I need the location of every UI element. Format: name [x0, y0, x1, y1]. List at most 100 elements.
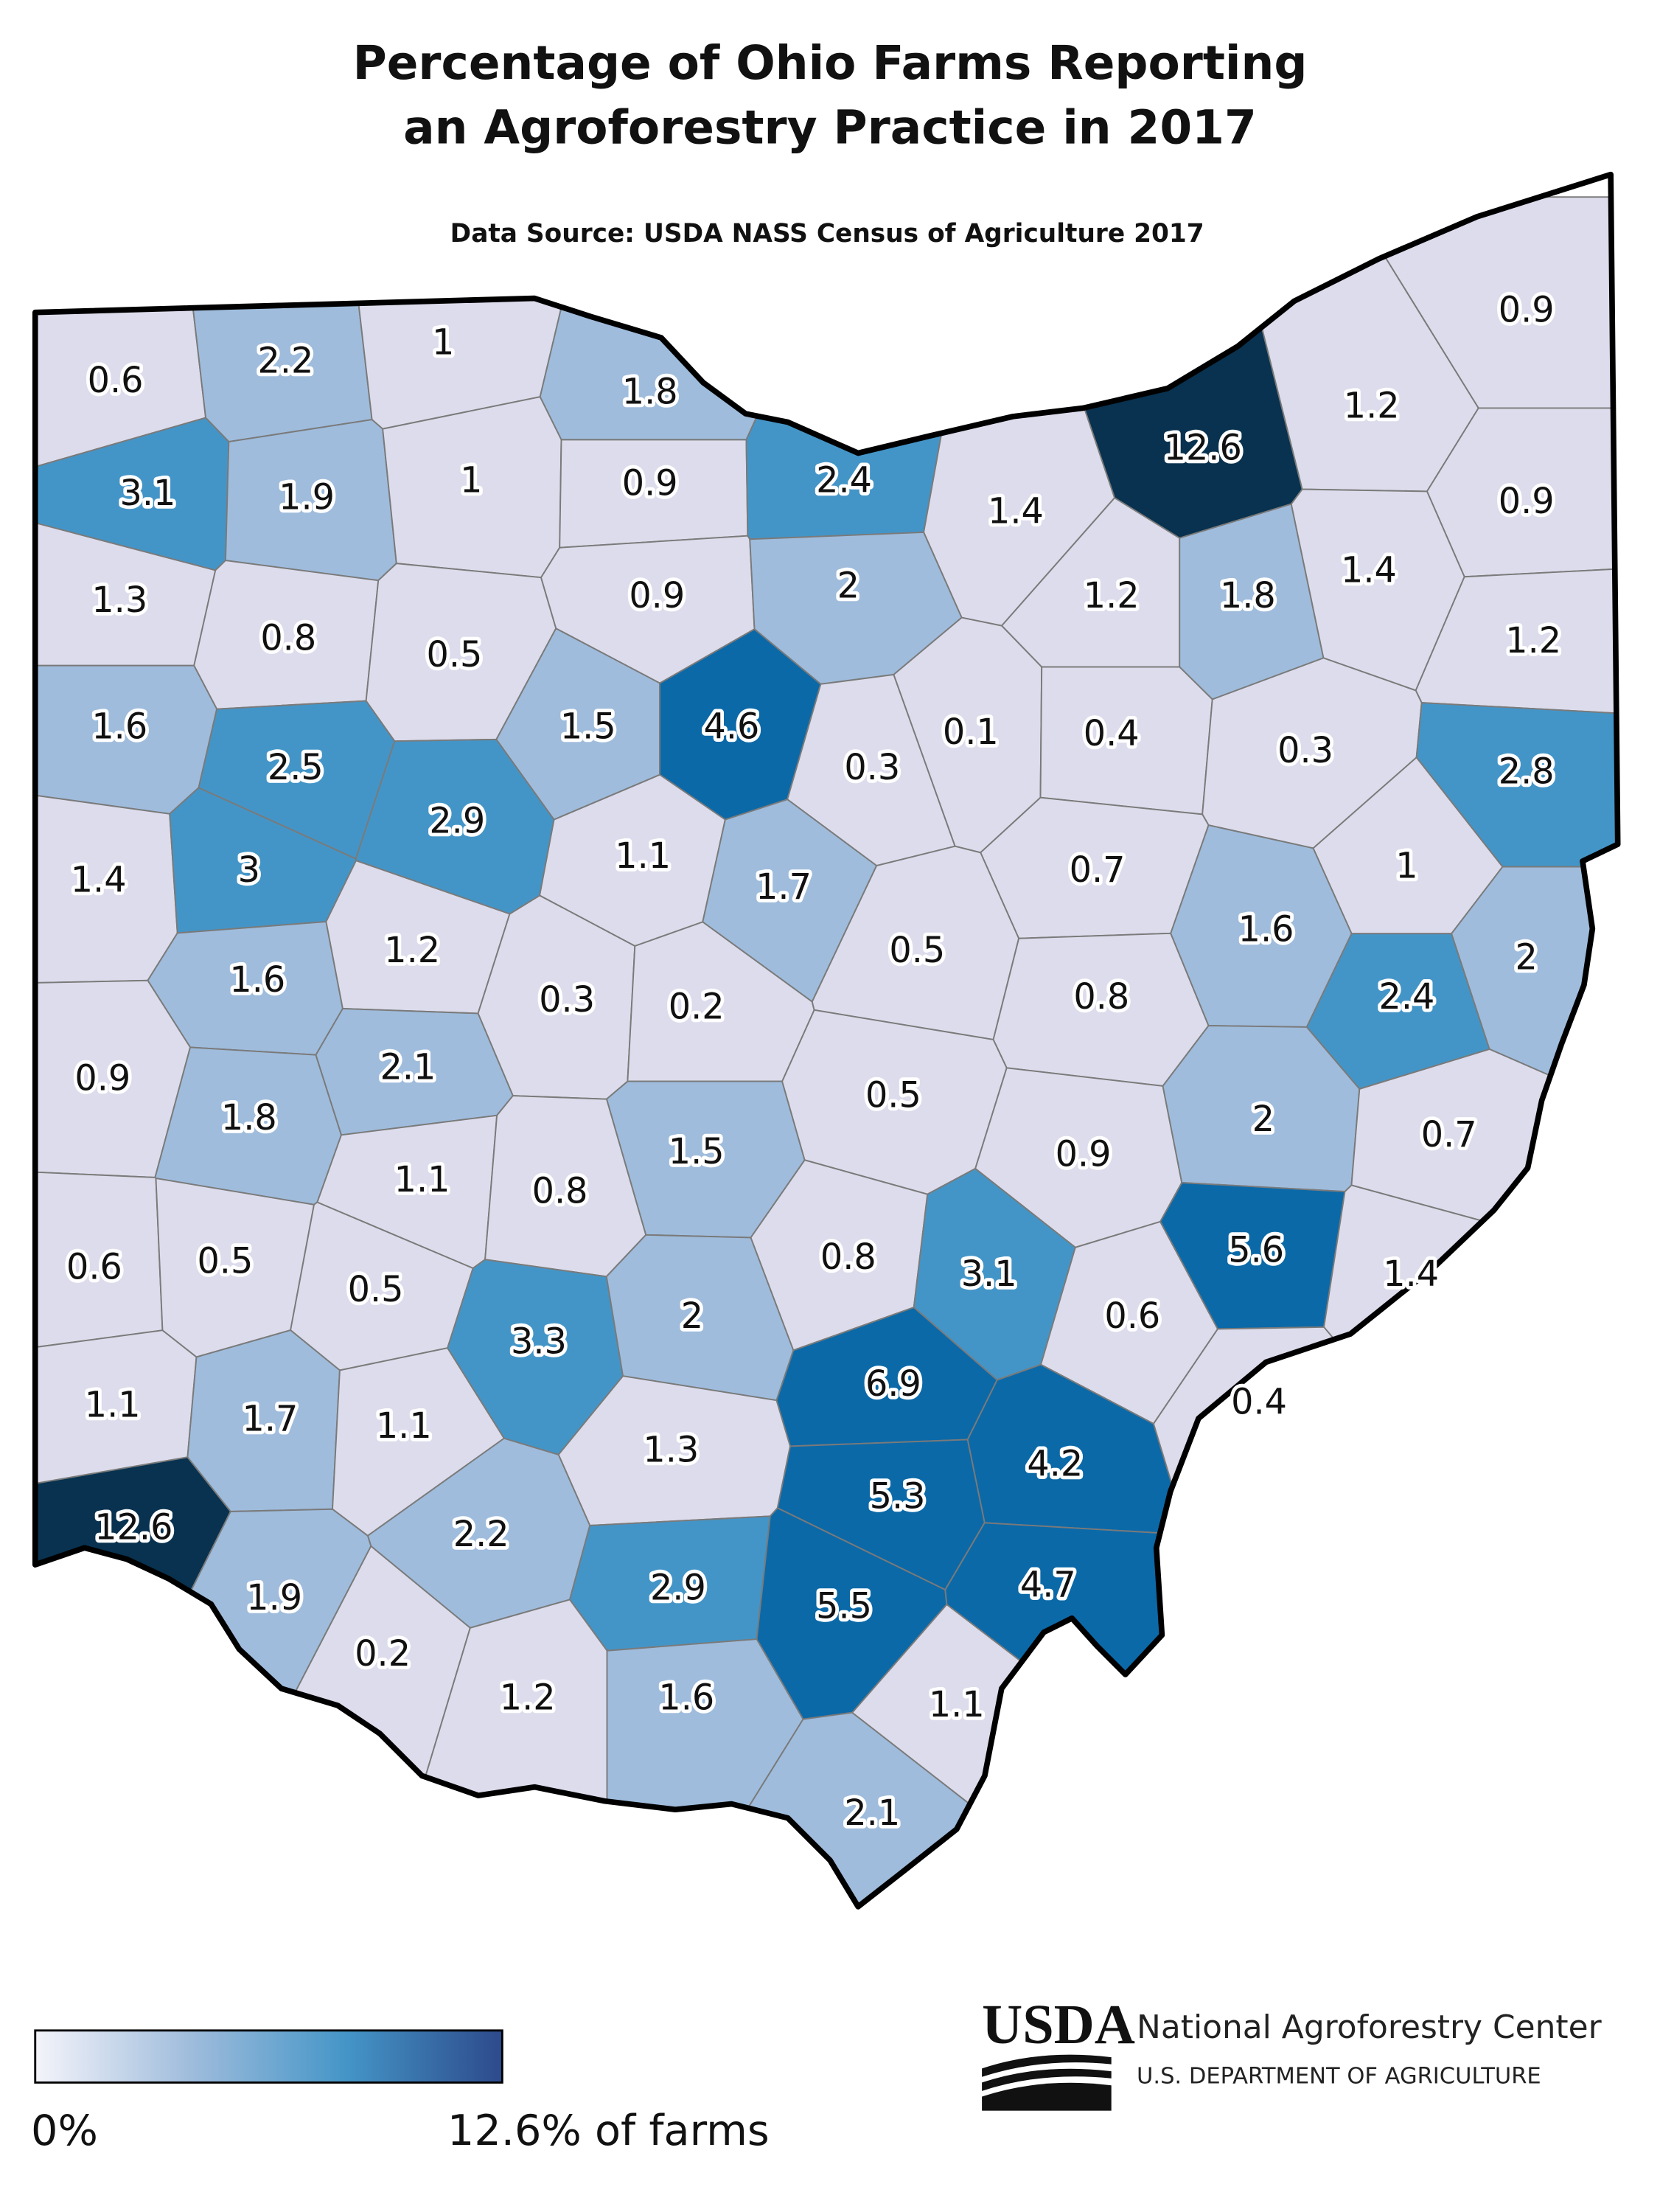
county-value-label: 1.3 — [91, 580, 147, 621]
county-value-label: 12.6 — [1164, 428, 1242, 469]
county-value-label: 3.1 — [120, 473, 176, 514]
county-value-label: 0.5 — [197, 1242, 253, 1282]
county-value-label: 1.4 — [1341, 551, 1397, 591]
county-value-label: 0.7 — [1421, 1115, 1477, 1155]
subtitle: Data Source: USDA NASS Census of Agricul… — [450, 219, 1204, 248]
county-value-label: 2.9 — [650, 1568, 706, 1608]
county-value-label: 2.1 — [844, 1793, 900, 1834]
county-value-label: 0.5 — [865, 1076, 921, 1116]
logo-swoosh — [982, 2054, 1112, 2077]
county-value-label: 1.2 — [384, 931, 440, 971]
county-value-label: 0.3 — [539, 980, 595, 1020]
department-name: U.S. DEPARTMENT OF AGRICULTURE — [1137, 2063, 1541, 2089]
legend-min-label: 0% — [31, 2106, 98, 2155]
county-value-label: 1.6 — [91, 707, 147, 748]
county-value-label: 0.8 — [820, 1237, 876, 1278]
county-value-label: 1.4 — [1383, 1254, 1439, 1295]
county-value-label: 1.1 — [376, 1406, 432, 1447]
county-value-label: 1.9 — [279, 477, 335, 518]
county-value-label: 0.9 — [622, 463, 678, 504]
logo-swoosh — [982, 2082, 1112, 2111]
county-value-label: 1.8 — [221, 1098, 277, 1138]
county-value-label: 2.4 — [816, 461, 872, 501]
center-name: National Agroforestry Center — [1137, 2008, 1603, 2046]
title-line-2: an Agroforestry Practice in 2017 — [403, 101, 1257, 155]
county-value-label: 0.9 — [1056, 1135, 1112, 1175]
county-value-label: 2 — [681, 1296, 703, 1337]
county-value-label: 0.3 — [1277, 731, 1333, 771]
county-value-label: 1.1 — [615, 836, 671, 877]
county-value-label: 0.2 — [669, 987, 725, 1027]
county-value-label: 1 — [1395, 846, 1417, 886]
county-value-label: 4.6 — [703, 707, 759, 748]
county — [1347, 196, 1618, 409]
county-value-label: 1.7 — [756, 867, 812, 908]
county-value-label: 1.5 — [669, 1132, 725, 1172]
county-value-label: 1.1 — [85, 1385, 141, 1425]
county-value-label: 2 — [1515, 938, 1537, 978]
county-value-label: 0.8 — [260, 618, 316, 658]
county-value-label: 1.4 — [988, 492, 1044, 532]
county-value-label: 0.5 — [889, 931, 945, 971]
state-outline — [32, 171, 1621, 1910]
county-value-label: 0.6 — [88, 361, 144, 401]
county-value-label: 5.5 — [816, 1586, 872, 1627]
county-value-label: 0.4 — [1231, 1382, 1287, 1423]
county-value-label: 1.2 — [500, 1677, 556, 1718]
county-value-label: 0.3 — [844, 748, 900, 788]
county-value-label: 4.2 — [1027, 1444, 1083, 1485]
county-value-label: 1.5 — [560, 707, 616, 748]
legend-bar — [34, 2029, 503, 2084]
county-value-label: 1.1 — [929, 1685, 985, 1725]
county-value-label: 1.3 — [643, 1430, 699, 1470]
county-value-label: 0.9 — [629, 576, 685, 616]
county-value-label: 0.7 — [1070, 850, 1126, 891]
county-value-label: 1.7 — [243, 1399, 299, 1439]
logo-text: USDA — [982, 1993, 1135, 2056]
county-value-label: 1.6 — [658, 1677, 714, 1718]
county-value-label: 0.5 — [427, 635, 483, 675]
county-value-label: 1.8 — [1220, 576, 1276, 616]
county-value-label: 1 — [460, 461, 482, 501]
county-value-label: 5.6 — [1228, 1230, 1284, 1270]
county — [1323, 1184, 1618, 1728]
county-value-label: 6.9 — [865, 1364, 921, 1405]
county-value-label: 2.1 — [380, 1047, 436, 1088]
county-value-label: 2.9 — [429, 801, 485, 841]
county-value-label: 0.2 — [355, 1634, 411, 1674]
county-value-label: 0.8 — [1073, 977, 1129, 1018]
county-value-label: 0.9 — [1499, 481, 1555, 522]
county-value-label: 1.8 — [622, 372, 678, 412]
county-labels: 0.6 2.2 1 1.8 12.6 1.2 0.9 3.1 1.9 1 0.9 2.4 1.4 0.9 1… — [63, 287, 1565, 1837]
county-value-label: 1.6 — [1238, 909, 1294, 950]
county-value-label: 5.3 — [870, 1476, 926, 1517]
county-value-label: 1.2 — [1505, 621, 1561, 661]
county-value-label: 0.9 — [1499, 291, 1555, 331]
county-value-label: 1.2 — [1084, 576, 1140, 616]
county-value-label: 1.1 — [394, 1160, 450, 1200]
county — [1152, 1326, 1618, 1907]
county-value-label: 0.4 — [1084, 714, 1140, 754]
county-value-label: 0.1 — [943, 712, 999, 753]
county-value-label: 0.5 — [348, 1270, 404, 1310]
county-value-label: 2.2 — [258, 341, 314, 381]
county-value-label: 3.1 — [961, 1254, 1017, 1295]
title-line-1: Percentage of Ohio Farms Reporting — [353, 36, 1308, 90]
county-value-label: 1.4 — [71, 860, 127, 901]
county-value-label: 2.5 — [268, 748, 324, 788]
county-value-label: 2.8 — [1499, 752, 1555, 793]
county-value-label: 2 — [837, 566, 859, 607]
county-value-label: 12.6 — [94, 1507, 172, 1548]
usda-logo: USDA — [982, 1993, 1135, 2111]
logo-swoosh — [982, 2068, 1112, 2091]
county-value-label: 0.6 — [66, 1247, 122, 1287]
county-value-label: 1 — [432, 323, 454, 364]
county-value-label: 0.6 — [1104, 1296, 1160, 1337]
county-value-label: 0.8 — [532, 1171, 588, 1211]
county-value-label: 1.6 — [229, 960, 285, 1001]
county-value-label: 1.9 — [246, 1578, 302, 1618]
county-value-label: 3.3 — [511, 1322, 567, 1363]
county-value-label: 0.9 — [74, 1059, 130, 1099]
county-value-label: 2.2 — [453, 1514, 509, 1555]
